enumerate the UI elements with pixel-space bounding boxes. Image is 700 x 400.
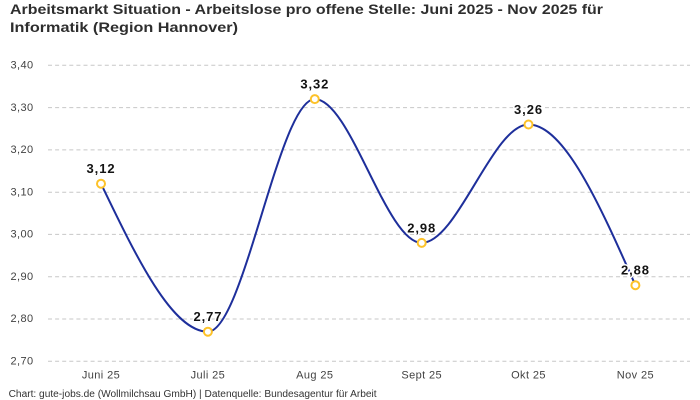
svg-text:3,40: 3,40 xyxy=(10,60,33,72)
svg-text:Chart: gute-jobs.de (Wollmilch: Chart: gute-jobs.de (Wollmilchsau GmbH) … xyxy=(9,389,377,400)
svg-text:3,32: 3,32 xyxy=(300,77,329,92)
svg-text:3,10: 3,10 xyxy=(10,186,33,198)
svg-text:Arbeitsmarkt Situation - Arbei: Arbeitsmarkt Situation - Arbeitslose pro… xyxy=(10,1,604,17)
svg-text:2,70: 2,70 xyxy=(10,356,33,368)
svg-text:3,20: 3,20 xyxy=(10,144,33,156)
svg-text:Sept 25: Sept 25 xyxy=(401,370,442,382)
svg-text:Juni 25: Juni 25 xyxy=(82,370,120,382)
svg-text:3,30: 3,30 xyxy=(10,102,33,114)
svg-text:3,12: 3,12 xyxy=(87,161,116,176)
svg-text:2,77: 2,77 xyxy=(193,309,222,324)
svg-text:2,80: 2,80 xyxy=(10,313,33,325)
svg-text:Juli 25: Juli 25 xyxy=(191,370,226,382)
svg-text:Nov 25: Nov 25 xyxy=(617,370,654,382)
svg-text:2,98: 2,98 xyxy=(407,220,436,235)
svg-text:Okt 25: Okt 25 xyxy=(511,370,546,382)
svg-text:Informatik (Region Hannover): Informatik (Region Hannover) xyxy=(10,19,238,35)
svg-text:2,88: 2,88 xyxy=(621,263,650,278)
svg-text:2,90: 2,90 xyxy=(10,271,33,283)
svg-text:Aug 25: Aug 25 xyxy=(296,370,333,382)
svg-text:3,26: 3,26 xyxy=(514,102,543,117)
svg-text:3,00: 3,00 xyxy=(10,229,33,241)
